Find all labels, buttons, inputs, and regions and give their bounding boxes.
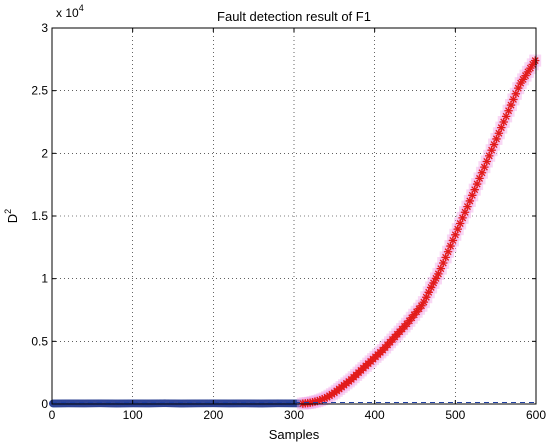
- data-points: [48, 54, 542, 410]
- chart-title: Fault detection result of F1: [217, 9, 371, 24]
- fault-point: [497, 123, 506, 132]
- fault-point: [441, 253, 450, 262]
- fault-point: [504, 106, 513, 115]
- fault-point: [516, 78, 525, 88]
- fault-point: [460, 208, 470, 217]
- fault-point: [443, 247, 453, 256]
- y-tick-label: 0: [41, 397, 48, 411]
- fault-point: [417, 301, 426, 310]
- grid: [52, 28, 536, 404]
- y-axis-multiplier: x 104: [56, 3, 84, 20]
- fault-markers: [298, 56, 540, 408]
- x-tick-label: 400: [365, 408, 385, 422]
- fault-point: [431, 274, 441, 283]
- fault-point: [506, 100, 516, 110]
- fault-point: [501, 112, 511, 121]
- y-axis-label-base: D: [5, 214, 20, 223]
- y-tick-label: 1.5: [31, 209, 48, 223]
- fault-point: [463, 202, 472, 211]
- y-axis-multiplier-exp: 4: [79, 3, 84, 13]
- fault-point: [434, 269, 443, 279]
- fault-point: [429, 278, 438, 288]
- x-tick-label: 100: [123, 408, 143, 422]
- fault-point: [470, 185, 479, 194]
- fault-point: [499, 117, 508, 127]
- x-axis-label: Samples: [269, 427, 320, 442]
- x-tick-label: 600: [526, 408, 546, 422]
- fault-point: [453, 224, 462, 234]
- fault-point: [422, 293, 431, 302]
- fault-point: [451, 230, 460, 239]
- fault-point: [458, 213, 467, 223]
- y-tick-label: 2.5: [31, 84, 48, 98]
- fault-point: [489, 140, 499, 149]
- fault-point: [465, 196, 475, 206]
- fault-point: [492, 134, 501, 144]
- x-tick-label: 0: [49, 408, 56, 422]
- y-axis-label-sup: 2: [3, 209, 13, 214]
- fault-point: [313, 396, 322, 406]
- fault-point: [487, 146, 496, 155]
- y-tick-label: 1: [41, 272, 48, 286]
- fault-point: [526, 63, 535, 73]
- fault-point: [477, 168, 487, 177]
- fault-point: [472, 179, 482, 189]
- fault-point: [455, 219, 465, 228]
- y-tick-label: 0.5: [31, 334, 48, 348]
- fault-point: [439, 258, 448, 268]
- fault-point: [318, 395, 327, 404]
- fault-point: [509, 95, 518, 104]
- fault-point: [494, 129, 504, 138]
- fault-point: [480, 162, 489, 172]
- x-tick-label: 200: [203, 408, 223, 422]
- fault-point: [446, 241, 455, 251]
- y-axis-label: D2: [3, 209, 20, 223]
- x-tick-label: 300: [284, 408, 304, 422]
- x-tick-label: 500: [445, 408, 465, 422]
- fault-point: [485, 151, 494, 161]
- y-tick-label: 2: [41, 146, 48, 160]
- fault-point: [482, 157, 491, 166]
- fault-point: [320, 394, 329, 403]
- fault-point: [521, 71, 530, 80]
- fault-point: [419, 297, 429, 307]
- axis-ticks: 0 100 200 300 400 500 600 0 0.5 1 1.5 2 2.5 3: [31, 21, 546, 422]
- fault-point: [426, 283, 436, 292]
- fault-point: [468, 191, 477, 200]
- fault-point: [448, 236, 458, 245]
- fault-point: [424, 288, 433, 297]
- y-axis-multiplier-base: x 10: [56, 6, 79, 20]
- fault-point: [315, 396, 325, 405]
- fault-point: [523, 67, 533, 77]
- fault-point: [514, 83, 523, 93]
- fault-point: [436, 264, 446, 273]
- fault-point: [528, 60, 537, 69]
- fault-point: [530, 56, 540, 65]
- y-tick-label: 3: [41, 21, 48, 35]
- fault-point: [518, 75, 528, 84]
- fault-point: [475, 174, 484, 183]
- fault-point: [511, 89, 521, 98]
